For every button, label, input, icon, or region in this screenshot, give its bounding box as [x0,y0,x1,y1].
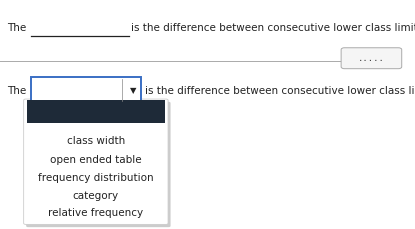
FancyBboxPatch shape [24,100,168,224]
Text: class width: class width [67,136,125,146]
Text: category: category [73,190,119,200]
FancyBboxPatch shape [31,77,141,104]
FancyBboxPatch shape [341,49,402,69]
Text: The: The [7,85,27,95]
Text: is the difference between consecutive lower class limits.: is the difference between consecutive lo… [145,85,415,95]
Text: is the difference between consecutive lower class limits.: is the difference between consecutive lo… [131,22,415,33]
FancyBboxPatch shape [26,102,171,227]
Text: ▼: ▼ [130,86,137,95]
Text: relative frequency: relative frequency [48,207,144,218]
FancyBboxPatch shape [27,101,165,124]
Text: frequency distribution: frequency distribution [38,172,154,183]
Text: The: The [7,22,27,33]
Text: open ended table: open ended table [50,154,142,164]
Text: .....: ..... [358,54,385,63]
